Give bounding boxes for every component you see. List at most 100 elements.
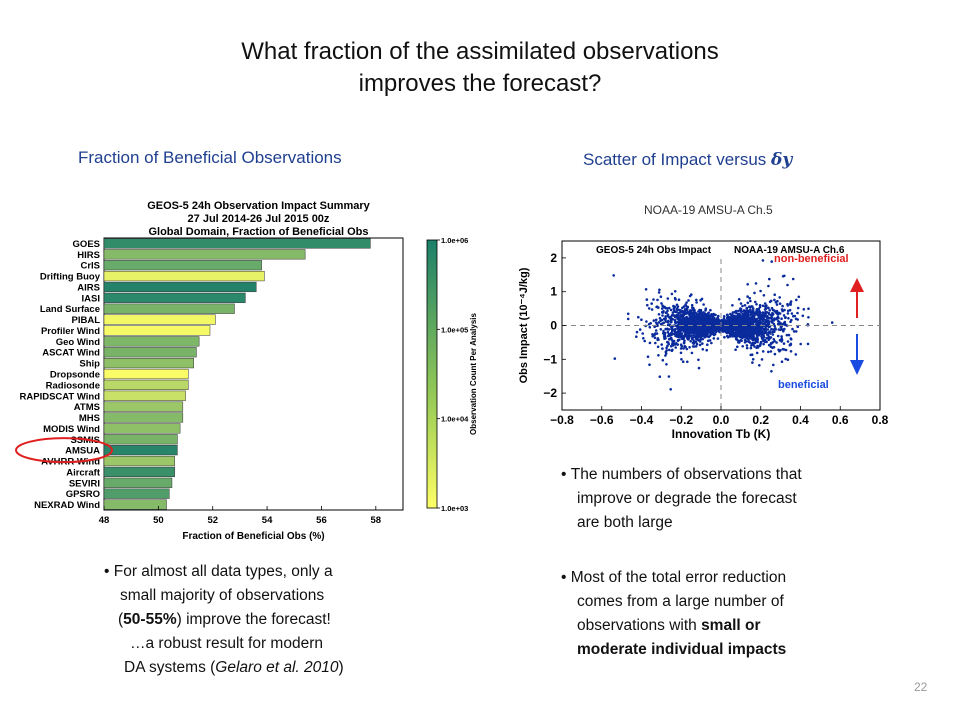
scatter-point <box>746 301 750 305</box>
scatter-point <box>647 307 651 310</box>
scatter-point <box>641 332 644 335</box>
scatter-point <box>796 325 800 329</box>
scatter-point <box>683 333 687 337</box>
bar <box>103 368 189 380</box>
scatter-point <box>671 311 675 314</box>
scatter-point <box>758 303 762 307</box>
scatter-point <box>672 332 676 336</box>
scatter-point <box>685 308 689 312</box>
scatter-point <box>672 340 675 344</box>
scatter-point <box>661 347 664 350</box>
scatter-point <box>791 277 795 281</box>
category-label: AMSUA <box>65 446 100 457</box>
scatter-point <box>664 315 667 318</box>
scatter-point <box>677 298 681 302</box>
bar <box>103 238 371 249</box>
scatter-point <box>795 298 798 302</box>
scatter-point <box>673 290 677 293</box>
scatter-point <box>613 357 617 360</box>
scatter-point <box>679 313 683 317</box>
scatter-point <box>742 321 745 324</box>
scatter-point <box>693 315 697 319</box>
scatter-point <box>675 342 678 345</box>
scatter-point <box>740 339 743 343</box>
scatter-point <box>750 312 754 316</box>
scatter-point <box>767 343 771 347</box>
scatter-point <box>698 343 702 347</box>
colorbar-tick-label: 1.0e+04 <box>441 415 469 424</box>
bullet-dot: • <box>104 563 114 580</box>
scatter-point <box>749 346 753 350</box>
scatter-point <box>690 326 693 330</box>
bar <box>103 401 184 412</box>
scatter-point <box>744 309 748 313</box>
scatter-point <box>674 298 677 301</box>
scatter-point <box>701 342 704 345</box>
scatter-point <box>652 298 655 301</box>
scatter-point <box>698 340 702 343</box>
scatter-point <box>765 304 768 307</box>
scatter-point <box>784 357 787 361</box>
scatter-point <box>757 333 761 337</box>
scatter-point <box>708 334 712 338</box>
scatter-point <box>690 315 694 319</box>
scatter-point <box>766 333 769 336</box>
right-b1-line-1: The numbers of observations that <box>570 466 802 483</box>
scatter-point <box>771 333 775 336</box>
scatter-point <box>661 358 665 362</box>
scatter-point <box>747 332 751 336</box>
scatter-point <box>704 322 708 326</box>
right-b2-line-1: Most of the total error reduction <box>570 569 787 586</box>
scatter-point <box>745 333 748 337</box>
scatter-point <box>676 324 680 327</box>
left-line-5b: ) <box>338 659 344 676</box>
scatter-point <box>656 345 660 349</box>
scatter-point <box>775 303 779 306</box>
scatter-point <box>666 323 670 327</box>
scatter-point <box>732 325 736 329</box>
scatter-point <box>635 335 638 339</box>
title-line-1: What fraction of the assimilated observa… <box>241 38 719 65</box>
scatter-point <box>738 328 741 331</box>
scatter-point <box>766 328 770 331</box>
scatter-point <box>780 360 784 364</box>
scatter-point <box>772 309 776 312</box>
scatter-point <box>662 321 666 325</box>
scatter-point <box>764 323 768 327</box>
scatter-point <box>681 360 685 364</box>
scatter-point <box>761 319 765 323</box>
scatter-point <box>677 320 680 323</box>
scatter-point <box>730 316 734 319</box>
scatter-point <box>683 344 686 348</box>
scatter-point <box>682 341 686 344</box>
scatter-point <box>771 311 774 315</box>
bar <box>103 379 189 390</box>
scatter-point <box>745 325 748 329</box>
scatter-point <box>676 305 680 308</box>
scatter-point <box>642 337 645 340</box>
scatter-point <box>685 315 688 319</box>
scatter-point <box>686 310 690 314</box>
scatter-point <box>748 309 751 313</box>
x-axis-label: Fraction of Beneficial Obs (%) <box>182 531 324 542</box>
scatter-point <box>697 315 700 319</box>
scatter-point <box>688 319 691 322</box>
scatter-point <box>685 301 688 304</box>
scatter-point <box>746 295 749 298</box>
category-label: ASCAT Wind <box>42 348 100 359</box>
scatter-point <box>745 344 749 347</box>
scatter-point <box>731 304 734 307</box>
scatter-point <box>792 314 795 318</box>
scatter-point <box>783 320 787 324</box>
scatter-point <box>660 343 663 346</box>
scatter-point <box>679 351 683 355</box>
scatter-point <box>673 328 676 332</box>
scatter-point <box>761 338 764 341</box>
scatter-point <box>755 320 759 324</box>
scatter-point <box>768 309 771 312</box>
scatter-point <box>756 338 759 342</box>
scatter-point <box>699 312 702 315</box>
scatter-point <box>786 312 790 315</box>
scatter-point <box>736 345 739 349</box>
scatter-point <box>723 319 727 323</box>
